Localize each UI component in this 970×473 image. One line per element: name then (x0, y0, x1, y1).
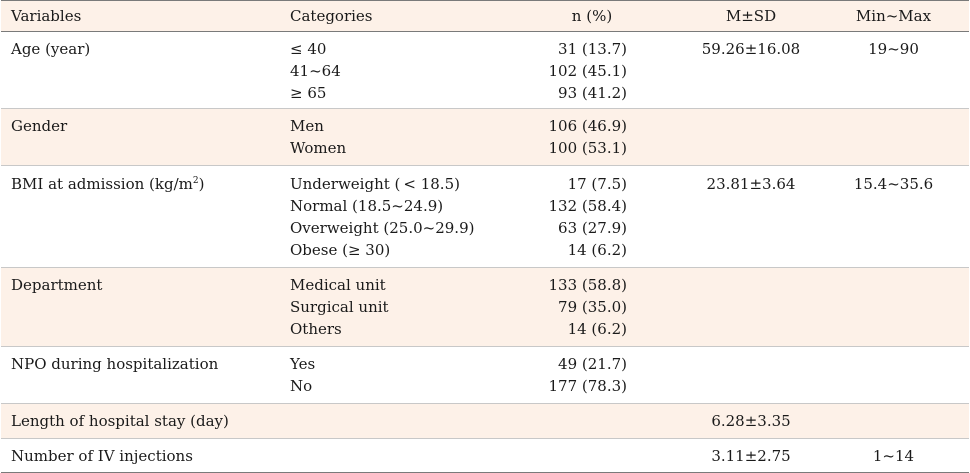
category-label: Obese (≥ 30) (290, 241, 391, 259)
n-cell: 106 (46.9) 100 (53.1) (471, 115, 627, 159)
n-value: 177 (78.3) (548, 377, 627, 395)
table-row: Number of IV injections 3.11±2.75 1~14 (1, 439, 969, 473)
table-row: Gender Men Women 106 (46.9) 100 (53.1) (1, 109, 969, 166)
n-value: 14 (6.2) (567, 320, 627, 338)
header-categories: Categories (290, 7, 373, 25)
category-label: Normal (18.5~24.9) (290, 197, 444, 215)
category-label: ≤ 40 (290, 40, 327, 58)
variable-suffix: ) (198, 175, 205, 193)
category-label: Medical unit (290, 276, 386, 294)
category-label: Surgical unit (290, 298, 389, 316)
variable-cell: Department (11, 276, 103, 294)
variable-superscript: 2 (192, 176, 199, 186)
header-variables: Variables (11, 7, 82, 25)
variable-cell: BMI at admission (kg/m2) (11, 173, 204, 195)
table-row: Age (year) ≤ 40 41~64 ≥ 65 31 (13.7) 102… (1, 32, 969, 109)
table-row: NPO during hospitalization Yes No 49 (21… (1, 347, 969, 404)
n-value: 14 (6.2) (567, 241, 627, 259)
variable-text: BMI at admission (kg/m (11, 175, 193, 193)
n-cell: 31 (13.7) 102 (45.1) 93 (41.2) (471, 38, 627, 104)
n-value: 100 (53.1) (548, 139, 627, 157)
n-value: 133 (58.8) (548, 276, 627, 294)
min-max-cell: 1~14 (872, 447, 915, 465)
m-sd-cell: 6.28±3.35 (711, 412, 791, 430)
m-sd-cell: 59.26±16.08 (701, 40, 801, 58)
categories-cell: Underweight ( < 18.5) Normal (18.5~24.9)… (290, 173, 474, 261)
m-sd-cell: 3.11±2.75 (711, 447, 791, 465)
n-cell: 133 (58.8) 79 (35.0) 14 (6.2) (471, 274, 627, 340)
n-value: 106 (46.9) (548, 117, 627, 135)
category-label: Yes (290, 355, 316, 373)
n-value: 17 (7.5) (567, 175, 627, 193)
header-n-pct: n (%) (571, 7, 613, 25)
n-cell: 17 (7.5) 132 (58.4) 63 (27.9) 14 (6.2) (471, 173, 627, 261)
header-min-max: Min~Max (855, 7, 932, 25)
n-value: 93 (41.2) (558, 84, 627, 102)
n-value: 31 (13.7) (558, 40, 627, 58)
categories-cell: Medical unit Surgical unit Others (290, 274, 389, 340)
category-label: Others (290, 320, 342, 338)
table-row: Length of hospital stay (day) 6.28±3.35 (1, 404, 969, 439)
variable-cell: Age (year) (11, 40, 91, 58)
n-cell: 49 (21.7) 177 (78.3) (471, 353, 627, 397)
category-label: Underweight ( < 18.5) (290, 175, 460, 193)
header-m-sd: M±SD (725, 7, 777, 25)
n-value: 79 (35.0) (558, 298, 627, 316)
variable-cell: Length of hospital stay (day) (11, 412, 229, 430)
n-value: 49 (21.7) (558, 355, 627, 373)
category-label: Women (290, 139, 347, 157)
category-label: Men (290, 117, 324, 135)
min-max-cell: 19~90 (868, 40, 919, 58)
table-header: Variables Categories n (%) M±SD Min~Max (1, 0, 969, 32)
variable-cell: Number of IV injections (11, 447, 193, 465)
variable-cell: NPO during hospitalization (11, 355, 219, 373)
categories-cell: Yes No (290, 353, 315, 397)
m-sd-cell: 23.81±3.64 (706, 175, 796, 193)
n-value: 132 (58.4) (548, 197, 627, 215)
table-row: BMI at admission (kg/m2) Underweight ( <… (1, 166, 969, 268)
category-label: No (290, 377, 313, 395)
min-max-cell: 15.4~35.6 (853, 175, 934, 193)
n-value: 63 (27.9) (558, 219, 627, 237)
category-label: 41~64 (290, 62, 341, 80)
variable-cell: Gender (11, 117, 68, 135)
n-value: 102 (45.1) (548, 62, 627, 80)
category-label: ≥ 65 (290, 84, 327, 102)
categories-cell: ≤ 40 41~64 ≥ 65 (290, 38, 341, 104)
table-row: Department Medical unit Surgical unit Ot… (1, 268, 969, 347)
categories-cell: Men Women (290, 115, 346, 159)
category-label: Overweight (25.0~29.9) (290, 219, 475, 237)
